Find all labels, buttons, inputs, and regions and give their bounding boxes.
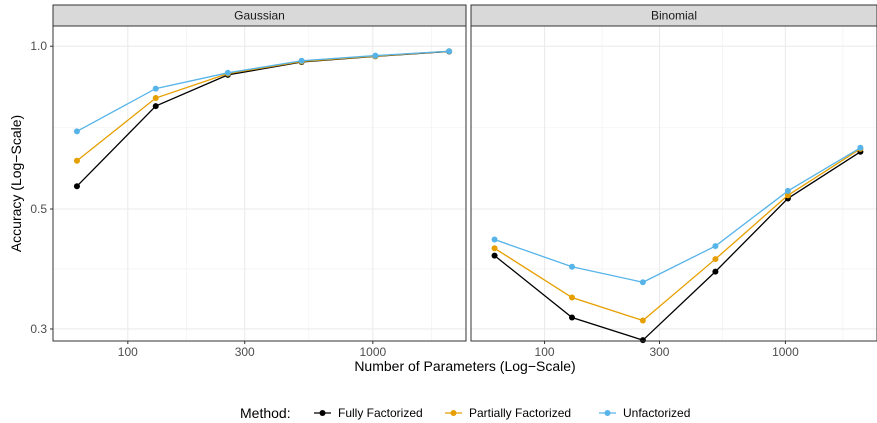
data-point — [372, 52, 379, 59]
legend-label: Unfactorized — [623, 406, 690, 420]
y-axis-title: Accuracy (Log−Scale) — [8, 115, 24, 252]
panel-border — [470, 25, 877, 342]
data-point — [639, 337, 646, 344]
x-axis-title: Number of Parameters (Log−Scale) — [354, 358, 575, 374]
data-point — [446, 48, 453, 55]
y-tick-label: 0.3 — [30, 322, 47, 336]
panel-background — [53, 26, 466, 341]
data-point — [569, 263, 576, 270]
data-point — [152, 103, 159, 110]
data-point — [784, 187, 791, 194]
x-tick-label: 300 — [649, 345, 669, 359]
legend-label: Partially Factorized — [469, 406, 571, 420]
legend-key-point — [450, 410, 457, 416]
facet-title: Gaussian — [234, 9, 285, 23]
data-point — [639, 279, 646, 286]
x-tick-label: 100 — [535, 345, 555, 359]
data-point — [712, 268, 719, 275]
data-point — [639, 317, 646, 324]
x-tick-label: 100 — [118, 345, 138, 359]
data-point — [152, 95, 159, 102]
facet-title: Binomial — [651, 9, 697, 23]
data-point — [152, 85, 159, 92]
data-point — [857, 144, 864, 151]
legend-title: Method: — [240, 405, 291, 421]
data-point — [569, 294, 576, 301]
y-tick-label: 0.5 — [30, 202, 47, 216]
data-point — [73, 157, 80, 164]
data-point — [224, 69, 231, 76]
data-point — [569, 314, 576, 321]
y-tick-label: 1.0 — [30, 39, 47, 53]
x-tick-label: 1000 — [359, 345, 386, 359]
data-point — [712, 256, 719, 263]
data-point — [784, 192, 791, 199]
legend-key-point — [604, 410, 611, 416]
x-tick-label: 1000 — [772, 345, 799, 359]
data-point — [491, 245, 498, 252]
panel-background — [471, 26, 877, 341]
legend-label: Fully Factorized — [338, 406, 423, 420]
series-line — [494, 147, 861, 283]
series-line — [494, 151, 861, 341]
data-point — [712, 243, 719, 250]
series-line — [76, 50, 450, 132]
data-point — [73, 128, 80, 135]
legend-key-point — [319, 410, 326, 416]
data-point — [73, 183, 80, 190]
panel-border — [52, 25, 467, 342]
data-point — [491, 236, 498, 243]
data-point — [298, 57, 305, 64]
data-point — [491, 252, 498, 259]
series-line — [494, 148, 861, 322]
x-tick-label: 300 — [235, 345, 255, 359]
